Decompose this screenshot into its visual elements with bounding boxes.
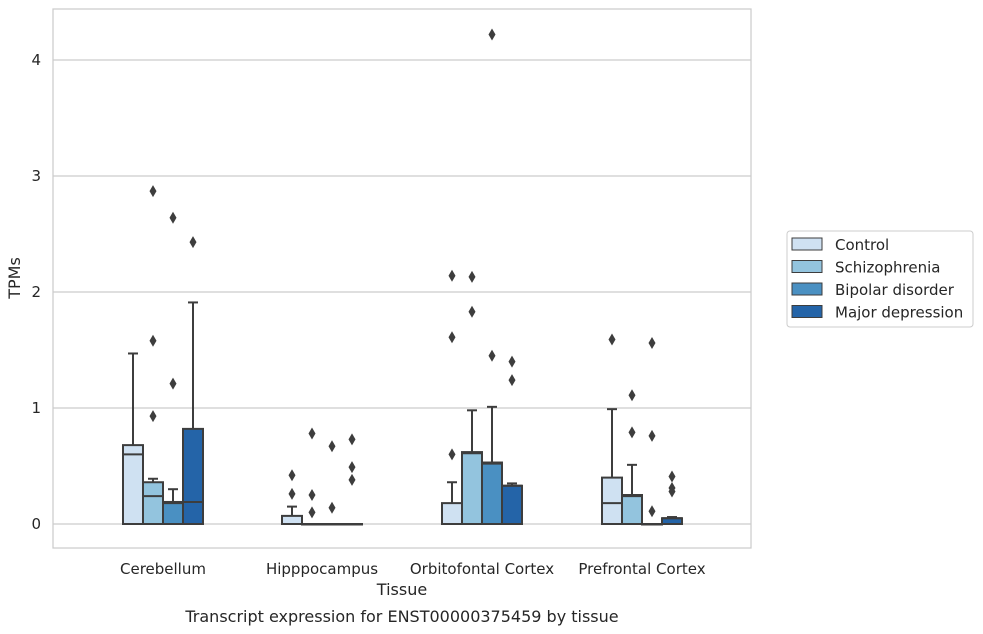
outlier-point — [448, 331, 456, 344]
outlier-point — [668, 485, 676, 498]
outlier-point — [668, 470, 676, 483]
box-iqr — [441, 502, 463, 525]
box-iqr — [501, 484, 523, 525]
box-major-depression — [341, 433, 363, 526]
outlier-point — [468, 305, 476, 318]
box-control — [281, 469, 303, 526]
box-control — [441, 269, 463, 525]
outlier-point — [308, 489, 316, 501]
y-tick-label: 2 — [31, 283, 41, 301]
gridlines — [53, 59, 751, 525]
legend-swatch — [791, 260, 823, 273]
box-major-depression — [661, 470, 683, 526]
legend-swatch — [791, 282, 823, 296]
box-schizophrenia — [461, 270, 483, 525]
outlier-point — [328, 501, 336, 514]
outlier-point — [308, 506, 316, 519]
box-iqr — [481, 461, 503, 525]
y-axis-ticks: 0 1 2 3 4 — [31, 51, 41, 533]
legend-swatch — [791, 237, 823, 251]
outlier-point — [648, 429, 656, 442]
outlier-point — [648, 337, 656, 350]
outlier-point — [328, 440, 336, 453]
outlier-point — [288, 469, 296, 482]
y-axis-title: TPMs — [5, 257, 24, 300]
outlier-point — [488, 349, 496, 362]
y-tick-label: 1 — [31, 399, 41, 417]
box-schizophrenia — [301, 427, 323, 526]
box-iqr — [182, 427, 204, 526]
outlier-point — [189, 236, 197, 249]
box-schizophrenia — [621, 389, 643, 525]
legend-entry-label: Bipolar disorder — [835, 281, 955, 299]
plot-area — [122, 28, 683, 526]
legend-entry-label: Schizophrenia — [835, 259, 940, 277]
outlier-point — [488, 28, 496, 41]
legend-swatch — [791, 305, 823, 318]
outlier-point — [149, 185, 157, 198]
axes-frame — [52, 8, 752, 549]
x-tick-label: Hipppocampus — [266, 560, 378, 578]
box-control — [122, 352, 144, 525]
outlier-point — [348, 461, 356, 474]
outlier-point — [468, 270, 476, 283]
y-tick-label: 0 — [31, 515, 41, 533]
legend-entry-label: Major depression — [835, 304, 963, 322]
box-iqr — [621, 494, 643, 525]
box-iqr — [142, 481, 164, 525]
box-bipolar-disorder — [162, 211, 184, 525]
box-major-depression — [501, 355, 523, 525]
box-iqr — [601, 476, 623, 526]
y-tick-label: 4 — [31, 51, 41, 69]
outlier-point — [288, 487, 296, 500]
outlier-point — [608, 333, 616, 346]
legend: Control Schizophrenia Bipolar disorder Majo… — [786, 230, 974, 328]
x-tick-label: Cerebellum — [120, 560, 206, 578]
box-control — [601, 333, 623, 526]
box-iqr — [162, 500, 184, 525]
box-iqr — [122, 444, 144, 525]
outlier-point — [149, 410, 157, 423]
outlier-point — [169, 211, 177, 224]
legend-entry-label: Control — [835, 236, 889, 254]
outlier-point — [508, 355, 516, 368]
x-tick-label: Prefrontal Cortex — [578, 560, 705, 578]
outlier-point — [448, 448, 456, 461]
outlier-point — [508, 374, 516, 387]
outlier-point — [149, 334, 157, 347]
box-iqr — [461, 451, 483, 525]
outlier-point — [628, 389, 636, 402]
box-schizophrenia — [142, 185, 164, 525]
outlier-point — [169, 377, 177, 390]
box-bipolar-disorder — [481, 28, 503, 525]
box-bipolar-disorder — [641, 337, 663, 526]
outlier-point — [648, 505, 656, 518]
outlier-point — [348, 433, 356, 446]
outlier-point — [308, 427, 316, 440]
legend-frame — [786, 230, 974, 328]
x-axis-title: Tissue — [376, 580, 427, 599]
outlier-point — [628, 426, 636, 439]
outlier-point — [448, 269, 456, 282]
outlier-point — [348, 473, 356, 486]
y-tick-label: 3 — [31, 167, 41, 185]
x-tick-label: Orbitofontal Cortex — [410, 560, 554, 578]
box-iqr — [281, 514, 303, 526]
box-bipolar-disorder — [321, 440, 343, 526]
x-axis-ticks: Cerebellum Hipppocampus Orbitofontal Corte… — [120, 560, 706, 578]
box-major-depression — [182, 236, 204, 526]
chart-caption: Transcript expression for ENST0000037545… — [184, 607, 618, 626]
